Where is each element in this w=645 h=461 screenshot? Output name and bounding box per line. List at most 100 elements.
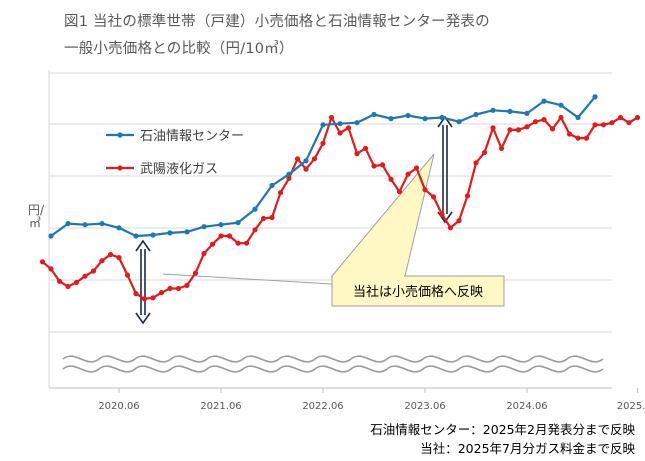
data-point (48, 233, 54, 239)
data-point (82, 222, 88, 228)
data-point (209, 241, 216, 247)
data-point (354, 120, 360, 126)
data-point (473, 111, 479, 118)
axis-break (62, 355, 604, 373)
data-point (337, 130, 343, 136)
data-point (150, 295, 156, 301)
data-point (133, 291, 139, 297)
x-tick-label: 2020.06 (98, 401, 139, 412)
data-point (150, 232, 156, 238)
data-point (617, 114, 624, 121)
callout-box (331, 275, 505, 307)
data-point (303, 158, 309, 164)
data-point (39, 259, 46, 265)
data-point (439, 114, 445, 121)
data-point (320, 122, 326, 128)
data-point (532, 119, 539, 125)
data-point (558, 114, 564, 121)
data-point (490, 107, 496, 113)
data-point (371, 111, 377, 118)
data-point (626, 120, 632, 126)
data-point (379, 162, 386, 168)
data-point (558, 102, 564, 108)
data-point (388, 176, 394, 182)
data-point (277, 190, 284, 196)
data-point (413, 165, 420, 171)
data-point (107, 251, 114, 258)
data-point (362, 145, 369, 151)
data-point (600, 122, 607, 128)
data-point (303, 166, 309, 172)
annotation-callout: 当社は小売価格へ反映 (162, 153, 505, 307)
data-point (73, 279, 80, 285)
data-point (99, 221, 105, 227)
data-point (158, 290, 165, 296)
data-point (243, 240, 250, 246)
data-point (141, 296, 148, 302)
x-tick-label: 2023.06 (404, 401, 445, 412)
legend-marker (117, 165, 123, 171)
data-point (260, 215, 267, 222)
data-point (286, 175, 292, 181)
data-point (634, 114, 641, 121)
source-note-company: 当社：2025年7月分ガス料金まで反映 (420, 441, 635, 456)
data-point (320, 140, 326, 146)
data-point (269, 214, 275, 221)
series-line (50, 96, 596, 238)
data-point (133, 233, 139, 239)
data-point (82, 273, 88, 279)
x-tick-label: 2021.06 (200, 401, 241, 412)
gridlines (48, 70, 612, 388)
series-layer (39, 94, 641, 302)
data-point (507, 127, 513, 133)
data-point (252, 206, 258, 212)
data-point (396, 189, 403, 195)
data-point (99, 258, 105, 264)
data-point (218, 233, 224, 239)
data-point (167, 230, 173, 236)
data-point (473, 160, 479, 166)
data-point (56, 278, 63, 284)
data-point (192, 270, 199, 276)
data-point (498, 145, 505, 151)
data-point (175, 285, 182, 292)
data-point (184, 229, 190, 235)
data-point (490, 125, 496, 131)
data-point (337, 121, 343, 127)
data-point (422, 187, 428, 193)
data-point (447, 225, 454, 231)
chart-title-line1: 図1 当社の標準世帯（戸建）小売価格と石油情報センター発表の (64, 14, 490, 30)
data-point (422, 116, 428, 122)
data-point (269, 182, 275, 189)
x-tick-label: 2025.07 (617, 401, 645, 412)
data-point (201, 250, 207, 257)
data-point (541, 117, 547, 123)
data-point (575, 135, 581, 141)
data-point (456, 119, 462, 125)
data-point (549, 126, 556, 132)
data-point (65, 283, 71, 290)
break-wave (62, 365, 604, 373)
data-point (235, 240, 241, 246)
data-point (464, 193, 471, 199)
data-point (116, 255, 122, 261)
data-point (345, 125, 352, 131)
data-point (575, 114, 581, 121)
data-point (507, 108, 513, 114)
break-wave (62, 355, 604, 363)
arrow-head (437, 115, 453, 128)
callout-leader (162, 273, 333, 285)
x-tick-label: 2024.06 (506, 401, 547, 412)
arrow-head (135, 239, 151, 252)
data-point (252, 227, 258, 233)
data-point (481, 150, 488, 156)
data-point (201, 224, 207, 230)
data-point (405, 112, 411, 119)
data-point (90, 268, 97, 274)
data-point (566, 131, 573, 137)
x-tick-label: 2022.06 (302, 401, 343, 412)
data-point (592, 122, 598, 128)
data-point (218, 222, 224, 228)
